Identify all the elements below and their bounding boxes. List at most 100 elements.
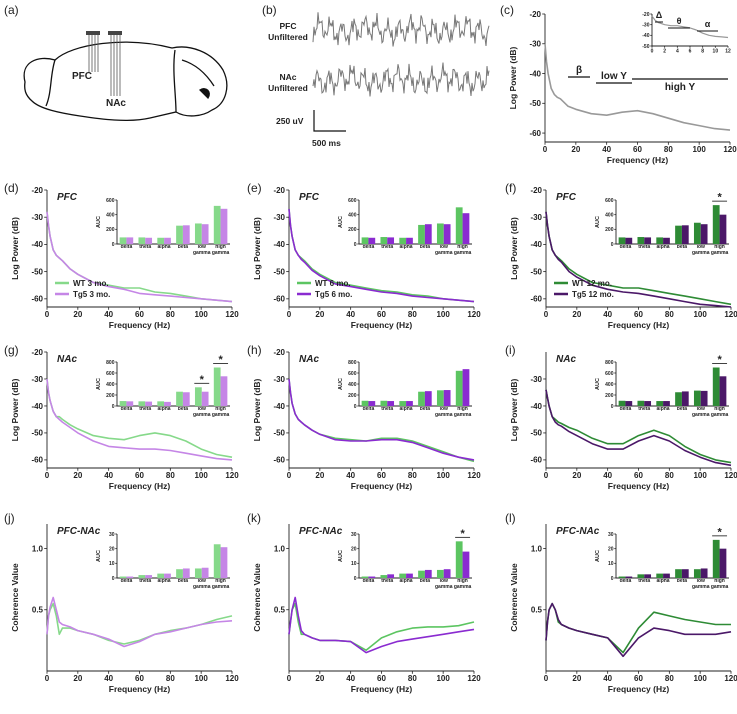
x-tick-label: 20 — [572, 674, 581, 683]
y-tick-label: -60 — [530, 456, 542, 465]
x-tick-label: 0 — [544, 674, 549, 683]
y-tick-label: 1.0 — [531, 544, 543, 553]
category-label-box: beta — [677, 407, 687, 412]
bar — [380, 400, 388, 406]
y-tick-label: 0 — [112, 404, 115, 410]
olfactory-boundary — [45, 59, 56, 107]
x-tick-label: 40 — [603, 674, 612, 683]
bar — [455, 541, 463, 578]
scale-bar — [313, 110, 346, 132]
x-tick-label: 60 — [135, 674, 144, 683]
panel-label: (l) — [505, 511, 516, 525]
x-tick-label: 40 — [346, 310, 355, 319]
y-axis-title: Log Power (dB) — [252, 378, 262, 441]
bar — [637, 574, 645, 578]
y-tick-label: -50 — [529, 99, 541, 108]
bar — [126, 576, 134, 578]
band-label: β — [576, 65, 582, 76]
x-tick-label: beta — [177, 579, 189, 584]
x-tick-label: alpha — [399, 245, 413, 250]
y-tick-label: -40 — [273, 402, 285, 411]
x-tick-label: 80 — [166, 674, 175, 683]
x-tick-label: high gamma — [453, 407, 472, 418]
x-tick-label: 40 — [346, 471, 355, 480]
x-tick-label: 80 — [408, 471, 417, 480]
category-label-box: beta — [420, 245, 430, 250]
y-tick-label: -50 — [31, 429, 43, 438]
bar — [436, 390, 444, 406]
category-label-box: alpha — [657, 579, 670, 584]
bar — [681, 391, 689, 406]
y-tick-label: 600 — [348, 198, 357, 204]
bar — [380, 575, 388, 578]
bar — [194, 568, 202, 578]
y-tick-label: -20 — [642, 12, 649, 18]
y-axis-title: AUC — [595, 550, 601, 562]
x-tick-label: 100 — [436, 674, 450, 683]
x-tick-label: 120 — [225, 674, 239, 683]
x-tick-label: 0 — [287, 310, 292, 319]
category-label-box: high gamma — [212, 245, 230, 255]
category-label-box: low gamma — [435, 579, 453, 589]
y-tick-label: -20 — [31, 186, 43, 195]
x-tick-label: 60 — [633, 145, 642, 154]
bar — [618, 400, 626, 406]
x-tick-label: delta — [120, 407, 133, 412]
bar — [663, 401, 670, 406]
bar — [176, 391, 183, 406]
x-tick-label: delta — [362, 407, 375, 412]
x-tick-label: 40 — [104, 674, 113, 683]
region-annotation: PFC — [299, 192, 320, 203]
bar — [625, 576, 633, 578]
bar — [119, 237, 127, 244]
trace-label: NAc — [279, 72, 296, 82]
panel-label: (i) — [505, 343, 516, 357]
x-tick-label: low gamma — [691, 245, 710, 256]
bar — [663, 573, 670, 578]
x-tick-label: 40 — [603, 471, 612, 480]
x-tick-label: 20 — [315, 674, 324, 683]
bar — [361, 400, 369, 406]
x-tick-label: 120 — [724, 674, 737, 683]
y-tick-label: -30 — [273, 375, 285, 384]
x-tick-label: 0 — [287, 674, 292, 683]
bar — [693, 222, 701, 244]
y-tick-label: -40 — [31, 402, 43, 411]
brain-outline — [23, 41, 228, 122]
bar — [220, 208, 228, 244]
y-axis-title: AUC — [338, 378, 344, 390]
category-label-box: beta — [420, 407, 430, 412]
traces — [312, 12, 490, 97]
y-tick-label: 200 — [605, 393, 614, 399]
x-tick-label: theta — [638, 245, 651, 250]
bar — [399, 401, 407, 406]
bar — [145, 237, 153, 244]
region-annotation: NAc — [57, 354, 77, 365]
bar — [399, 573, 407, 578]
y-tick-label: -40 — [273, 240, 285, 249]
y-tick-label: -20 — [31, 348, 43, 357]
region-annotation: PFC — [57, 192, 78, 203]
y-tick-label: 0 — [611, 242, 614, 248]
y-tick-label: 20 — [109, 546, 115, 552]
category-label-box: alpha — [400, 407, 413, 412]
line-series — [288, 208, 475, 303]
brain-diagram — [23, 31, 228, 122]
y-tick-label: 1.0 — [32, 544, 44, 553]
hippocampus — [198, 88, 210, 100]
category-label-box: theta — [638, 245, 651, 250]
x-tick-label: low gamma — [434, 407, 453, 418]
electrode-base — [86, 31, 100, 35]
bar — [455, 370, 463, 406]
line-series — [545, 602, 731, 654]
y-tick-label: 600 — [605, 198, 614, 204]
x-tick-label: 12 — [725, 48, 731, 54]
y-axis-title: AUC — [338, 216, 344, 228]
x-tick-label: 80 — [408, 310, 417, 319]
x-tick-label: alpha — [399, 579, 413, 584]
region-annotation: PFC-NAc — [299, 526, 343, 537]
line-series — [288, 378, 475, 461]
bar — [157, 401, 165, 406]
x-tick-label: 80 — [664, 145, 673, 154]
x-tick-label: 100 — [194, 471, 208, 480]
